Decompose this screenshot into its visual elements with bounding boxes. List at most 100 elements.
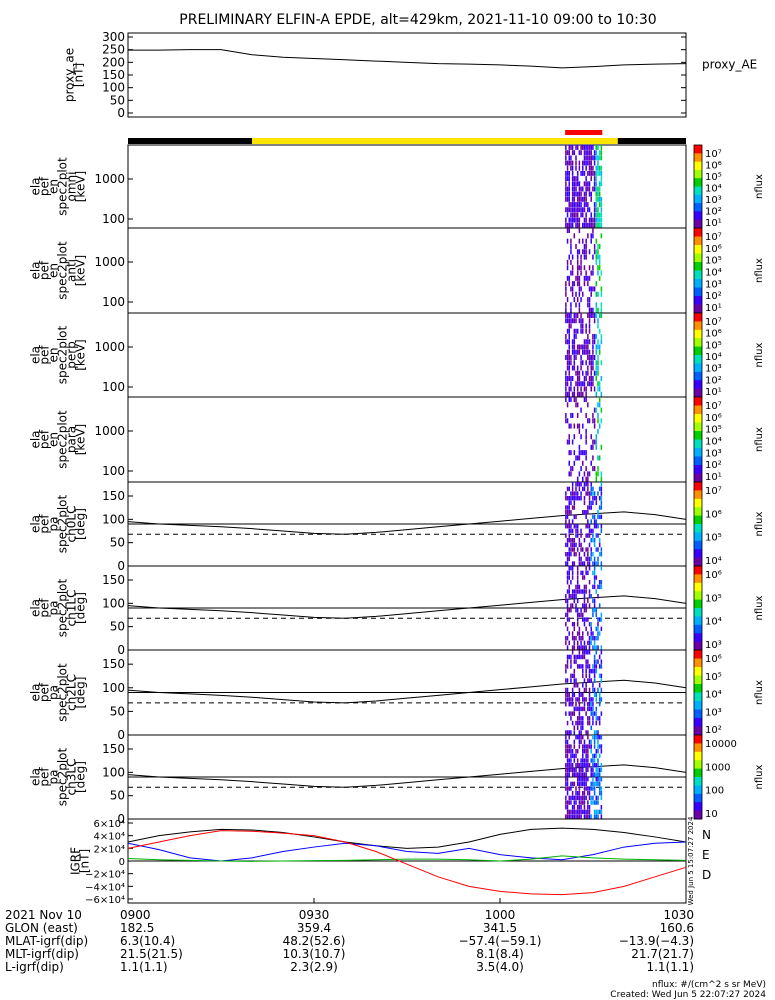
orbit-row-label-1: GLON (east) [5, 921, 78, 935]
heat-cell [578, 471, 581, 477]
heat-cell [593, 286, 596, 292]
colorbar-segment [694, 394, 702, 398]
colorbar-segment [694, 718, 702, 721]
colorbar-segment [694, 405, 702, 409]
colorbar-segment [694, 563, 702, 567]
heat-cell [568, 510, 571, 515]
heat-cell [580, 692, 582, 697]
colorbar-segment [694, 293, 702, 297]
ytick-label: 200 [102, 55, 125, 69]
colorbar-segment [694, 492, 702, 496]
heat-cell [588, 360, 591, 366]
heat-cell [583, 608, 586, 613]
heat-cell [573, 318, 576, 324]
heat-cell [575, 763, 577, 768]
orbit-value: 0930 [299, 908, 330, 922]
heat-cell [585, 476, 587, 482]
heat-cell [571, 538, 574, 543]
ylabel-line: [keV] [74, 339, 88, 370]
heat-cell [583, 243, 586, 249]
colorbar-segment [694, 684, 702, 687]
heat-cell [583, 181, 586, 187]
heat-cell [566, 486, 569, 492]
heat-cell [587, 170, 589, 176]
colorbar-segment [694, 751, 702, 755]
heat-cell [598, 716, 601, 721]
colorbar-segment [694, 793, 702, 797]
colorbar-segment [694, 209, 702, 212]
legend-n: N [702, 828, 711, 842]
heat-cell [575, 608, 577, 613]
colorbar-segment [694, 219, 702, 223]
heat-cell [573, 772, 576, 777]
heat-cell [588, 181, 591, 187]
heat-cell [592, 631, 594, 636]
colorbar-segment [694, 791, 702, 795]
heat-cell [587, 744, 589, 749]
heat-cell [593, 249, 596, 255]
heat-cell [600, 476, 603, 482]
colorbar-segment [694, 664, 702, 668]
heat-cell [576, 795, 579, 801]
heat-cell [576, 622, 579, 627]
heat-cell [576, 349, 579, 355]
heat-cell [587, 547, 589, 552]
heat-cell [570, 500, 572, 506]
heat-cell [582, 645, 584, 650]
heat-cell [568, 528, 571, 534]
colorbar-segment [694, 614, 702, 617]
colorbar-segment [694, 431, 702, 434]
heat-cell [592, 711, 594, 716]
orbit-value: 0900 [120, 908, 151, 922]
heat-cell [568, 344, 571, 350]
heat-cell [576, 222, 579, 228]
heat-cell [570, 510, 572, 515]
heat-cell [597, 800, 599, 805]
ytick-label: 100 [102, 464, 125, 478]
heat-cell [593, 217, 596, 223]
colorbar-segment [694, 540, 702, 544]
heat-cell [570, 307, 572, 313]
colorbar-segment [694, 182, 702, 185]
heat-cell [595, 749, 598, 754]
heat-cell [597, 254, 599, 260]
colorbar-tick-label: 10⁵ [705, 340, 722, 351]
colorbar-segment [694, 785, 702, 788]
panel-pa_ch1: elapefpaspec2plotch1LC[deg]15010050010⁶1… [29, 565, 765, 657]
heat-cell [582, 238, 584, 244]
heat-cell [578, 165, 581, 171]
heat-cell [573, 622, 576, 627]
heat-cell [597, 355, 599, 360]
colorbar-segment [694, 245, 702, 248]
colorbar-segment [694, 656, 702, 659]
heat-cell [582, 344, 584, 350]
heat-cell [578, 202, 581, 207]
colorbar-segment [694, 753, 702, 757]
colorbar-segment [694, 240, 702, 244]
heat-cell [576, 402, 579, 408]
heat-cell [582, 323, 584, 329]
heat-cell [595, 249, 598, 255]
heat-cell [600, 561, 603, 566]
heat-cell [597, 763, 599, 768]
heat-cell [576, 145, 579, 150]
colorbar-segment [694, 743, 702, 746]
heat-cell [598, 786, 601, 791]
orbit-value: −57.4(−59.1) [459, 934, 542, 948]
heat-cell [578, 318, 581, 324]
heat-cell [600, 217, 603, 223]
heat-cell [571, 542, 574, 548]
heat-cell [590, 365, 592, 371]
colorbar-segment [694, 304, 702, 308]
heat-cell [588, 318, 591, 324]
heat-cell [585, 668, 587, 674]
heat-cell [582, 725, 584, 731]
heat-cell [566, 645, 569, 650]
heat-cell [583, 701, 586, 707]
heat-cell [588, 673, 591, 679]
panel-pa_ch3: elapefpaspec2plotch3LC[deg]1501005001000… [29, 734, 765, 826]
colorbar-segment [694, 198, 702, 202]
heat-cell [570, 547, 572, 552]
heat-cell [600, 222, 603, 228]
heat-cell [588, 692, 591, 697]
